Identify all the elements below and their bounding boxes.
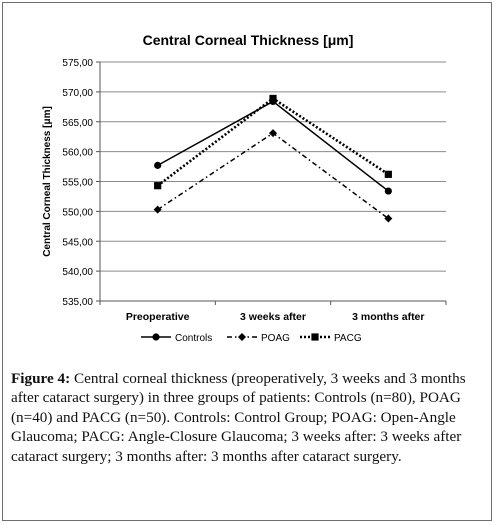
pacg-point: [154, 182, 162, 190]
legend-poag-label: POAG: [261, 333, 290, 344]
legend-pacg-marker: [311, 333, 319, 341]
pacg-point: [384, 170, 392, 178]
controls-point: [154, 161, 162, 169]
y-tick-label: 540,00: [62, 267, 93, 278]
figure-frame: [2, 2, 492, 521]
pacg-point: [269, 94, 277, 103]
y-tick-label: 545,00: [62, 237, 93, 248]
caption-text: Central corneal thickness (preoperativel…: [11, 370, 466, 465]
y-tick-label: 560,00: [62, 148, 93, 159]
chart-title: Central Corneal Thickness [μm]: [142, 32, 354, 48]
x-tick-label: 3 weeks after: [240, 311, 306, 323]
figure-caption: Figure 4: Central corneal thickness (pre…: [11, 369, 487, 466]
y-tick-label: 570,00: [62, 88, 93, 99]
line-chart: 535,00 540,00 545,00 550,00 555,00 560,00 565,…: [42, 58, 447, 344]
y-axis-title: Central Corneal Thickness [μm]: [42, 106, 53, 257]
legend-poag-marker: [238, 333, 246, 341]
y-tick-label: 565,00: [62, 118, 93, 129]
poag-point: [269, 129, 277, 138]
poag-point: [153, 205, 162, 214]
legend-pacg-label: PACG: [334, 333, 362, 344]
y-tick-label: 575,00: [62, 58, 93, 69]
poag-point: [384, 214, 393, 223]
y-tick-label: 555,00: [62, 178, 93, 189]
x-tick-label: Preoperative: [126, 311, 190, 323]
x-tick-label: 3 months after: [352, 311, 424, 323]
y-tick-label: 535,00: [62, 297, 93, 308]
pacg-series-line: [156, 96, 390, 187]
controls-series-line: [157, 100, 389, 192]
legend-controls-label: Controls: [175, 333, 212, 344]
y-tick-label: 550,00: [62, 207, 93, 218]
caption-label: Figure 4:: [11, 370, 71, 387]
controls-point: [384, 187, 392, 195]
legend-controls-marker: [152, 333, 160, 341]
